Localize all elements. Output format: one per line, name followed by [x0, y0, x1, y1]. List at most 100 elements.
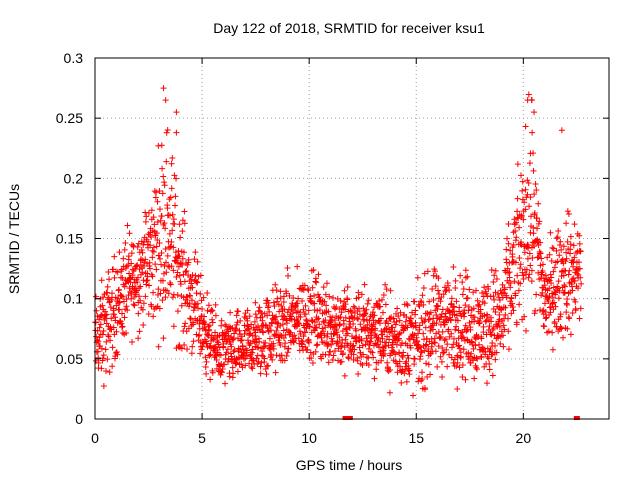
- data-point: [519, 187, 526, 194]
- data-point: [500, 322, 507, 329]
- data-point: [154, 198, 161, 205]
- data-point: [489, 340, 496, 347]
- data-point: [472, 342, 479, 349]
- data-point: [407, 344, 414, 351]
- data-point: [510, 242, 517, 249]
- data-point: [208, 306, 215, 313]
- data-point: [217, 371, 224, 378]
- data-point: [143, 213, 150, 220]
- data-point: [549, 244, 556, 251]
- data-point: [442, 313, 449, 320]
- data-point: [165, 290, 172, 297]
- data-point: [489, 372, 496, 379]
- data-point: [181, 341, 188, 348]
- data-point: [283, 352, 290, 359]
- data-point: [146, 282, 153, 289]
- data-point: [414, 274, 421, 281]
- data-point: [561, 289, 568, 296]
- data-point: [476, 341, 483, 348]
- data-point: [169, 294, 176, 301]
- data-point: [444, 341, 451, 348]
- data-point: [342, 336, 349, 343]
- data-point: [103, 315, 110, 322]
- data-point: [210, 336, 217, 343]
- data-point: [260, 329, 267, 336]
- data-point: [156, 206, 163, 213]
- data-point: [106, 276, 113, 283]
- data-point: [321, 332, 328, 339]
- data-point: [501, 326, 508, 333]
- data-point: [181, 278, 188, 285]
- data-point: [280, 298, 287, 305]
- data-point: [371, 304, 378, 311]
- data-point: [560, 243, 567, 250]
- data-point: [448, 295, 455, 302]
- data-point: [157, 217, 164, 224]
- data-point: [453, 339, 460, 346]
- data-point: [363, 316, 370, 323]
- data-point: [121, 314, 128, 321]
- data-point: [411, 298, 418, 305]
- data-point: [359, 362, 366, 369]
- data-point: [466, 303, 472, 310]
- data-point: [203, 340, 210, 347]
- data-point: [569, 287, 576, 294]
- data-point: [284, 349, 291, 356]
- data-point: [237, 337, 244, 344]
- data-point: [507, 284, 514, 291]
- data-point: [377, 315, 384, 322]
- data-point: [355, 294, 362, 301]
- data-point: [189, 272, 196, 279]
- data-point: [442, 336, 449, 343]
- data-point: [153, 189, 160, 196]
- data-point: [491, 296, 498, 303]
- data-point: [173, 273, 180, 280]
- data-point: [118, 310, 125, 317]
- data-point: [150, 289, 157, 296]
- data-point: [118, 266, 125, 273]
- data-point: [456, 304, 463, 311]
- data-point: [368, 329, 375, 336]
- data-point: [484, 380, 491, 387]
- data-point: [393, 341, 400, 348]
- data-point: [470, 305, 477, 312]
- data-point: [348, 308, 355, 315]
- data-point: [192, 249, 199, 256]
- data-point: [241, 313, 248, 320]
- data-point: [103, 338, 110, 345]
- data-point: [223, 349, 230, 356]
- data-point: [358, 336, 365, 343]
- data-point: [495, 320, 502, 327]
- data-point: [271, 331, 278, 338]
- chart-title: Day 122 of 2018, SRMTID for receiver ksu…: [213, 20, 485, 36]
- data-point: [252, 329, 259, 336]
- data-point: [556, 287, 563, 294]
- data-points: [92, 85, 585, 420]
- data-point: [385, 320, 392, 327]
- data-point: [238, 337, 245, 344]
- data-point: [252, 311, 259, 318]
- data-point: [538, 255, 545, 262]
- data-point: [530, 224, 537, 231]
- data-point: [107, 337, 114, 344]
- data-point: [177, 234, 184, 241]
- data-point: [508, 295, 515, 302]
- data-point: [564, 325, 571, 332]
- data-point: [411, 355, 418, 362]
- data-point: [499, 332, 506, 339]
- data-point: [563, 300, 570, 307]
- data-point: [552, 303, 559, 310]
- data-point: [206, 327, 213, 334]
- data-point: [549, 346, 556, 353]
- data-point: [451, 303, 458, 310]
- data-point: [177, 281, 184, 288]
- data-point: [426, 316, 433, 323]
- data-point: [416, 356, 423, 363]
- data-point: [318, 355, 325, 362]
- data-point: [474, 366, 481, 373]
- data-point: [248, 364, 255, 371]
- data-point: [291, 332, 298, 339]
- x-tick-label: 10: [301, 430, 317, 446]
- data-point: [555, 295, 562, 302]
- data-point: [563, 255, 570, 262]
